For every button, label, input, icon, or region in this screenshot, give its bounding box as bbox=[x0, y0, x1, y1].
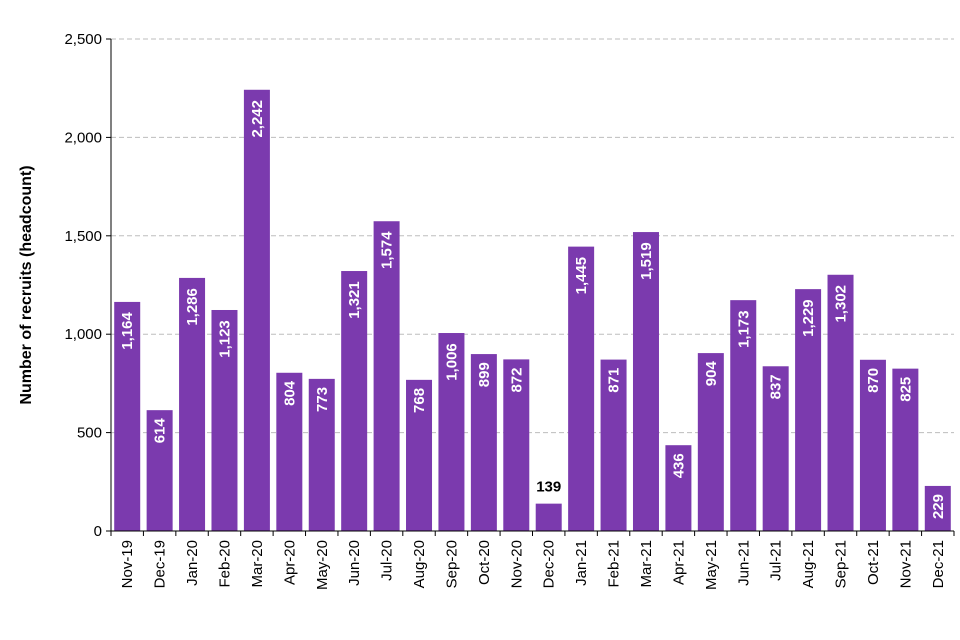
data-label: 872 bbox=[508, 367, 525, 392]
data-label: 1,321 bbox=[346, 281, 363, 319]
x-tick-label: Jan-21 bbox=[573, 540, 590, 586]
data-label: 436 bbox=[670, 453, 687, 478]
bar bbox=[859, 359, 886, 531]
bar bbox=[243, 89, 270, 531]
x-tick-label: Jun-20 bbox=[346, 540, 363, 586]
y-tick-label: 500 bbox=[77, 425, 102, 442]
data-label: 904 bbox=[703, 361, 720, 387]
x-tick-label: Aug-20 bbox=[411, 540, 428, 588]
bar bbox=[406, 379, 433, 531]
x-tick-label: Sep-21 bbox=[833, 540, 850, 588]
bar bbox=[341, 271, 368, 531]
bar bbox=[211, 309, 238, 531]
data-label: 1,006 bbox=[443, 343, 460, 381]
data-label: 1,302 bbox=[833, 285, 850, 323]
x-tick-label: Nov-21 bbox=[897, 540, 914, 588]
bar bbox=[568, 246, 595, 531]
bar bbox=[600, 359, 627, 531]
x-tick-label: Jun-21 bbox=[735, 540, 752, 586]
x-tick-label: Sep-20 bbox=[443, 540, 460, 588]
data-label: 1,173 bbox=[735, 310, 752, 348]
x-tick-label: Dec-20 bbox=[541, 540, 558, 588]
data-label: 1,519 bbox=[638, 242, 655, 280]
y-tick-label: 2,000 bbox=[64, 129, 102, 146]
data-label: 2,242 bbox=[249, 100, 266, 138]
x-tick-label: Dec-19 bbox=[152, 540, 169, 588]
bar bbox=[924, 485, 951, 531]
bar bbox=[535, 503, 562, 531]
data-label: 804 bbox=[281, 380, 298, 406]
data-label: 1,574 bbox=[379, 231, 396, 269]
bar bbox=[697, 353, 724, 531]
bar bbox=[503, 359, 530, 531]
x-axis: Nov-19 Dec-19 Jan-20 Feb-20 Mar-20 Apr-20 May-… bbox=[110, 530, 955, 590]
x-tick-label: May-21 bbox=[703, 540, 720, 590]
bar bbox=[795, 289, 822, 531]
x-tick-label: Aug-21 bbox=[800, 540, 817, 588]
data-label: 837 bbox=[768, 374, 785, 399]
data-label: 825 bbox=[897, 377, 914, 402]
data-label: 614 bbox=[152, 418, 169, 444]
x-tick-label: May-20 bbox=[314, 540, 331, 590]
y-tick-label: 1,000 bbox=[64, 326, 102, 343]
bar bbox=[632, 232, 659, 532]
bar bbox=[308, 378, 335, 531]
bar bbox=[179, 277, 206, 531]
bar bbox=[146, 410, 173, 531]
bar bbox=[114, 301, 141, 531]
y-axis-title: Number of recruits (headcount) bbox=[18, 165, 35, 404]
y-axis: 0 500 1,000 1,500 2,000 2,500 bbox=[64, 31, 112, 540]
x-tick-label: Apr-21 bbox=[670, 540, 687, 585]
data-label: 773 bbox=[314, 387, 331, 412]
bar bbox=[892, 368, 919, 531]
x-tick-label: Dec-21 bbox=[930, 540, 947, 588]
data-label: 1,164 bbox=[119, 312, 136, 350]
bar bbox=[827, 274, 854, 531]
bar bbox=[438, 333, 465, 531]
x-tick-label: Nov-20 bbox=[508, 540, 525, 588]
bar bbox=[373, 221, 400, 531]
data-label: 871 bbox=[606, 368, 623, 393]
x-tick-label: Jan-20 bbox=[184, 540, 201, 586]
x-tick-label: Nov-19 bbox=[119, 540, 136, 588]
data-label: 229 bbox=[930, 494, 947, 519]
x-tick-label: Oct-20 bbox=[476, 540, 493, 585]
data-label: 870 bbox=[865, 368, 882, 393]
bars: 1,164 614 1,286 1,123 2,242 804 773 1,321 1,574 7… bbox=[114, 89, 951, 532]
y-tick-label: 0 bbox=[94, 523, 102, 540]
data-label: 1,286 bbox=[184, 288, 201, 326]
bar bbox=[665, 445, 692, 531]
data-label: 1,123 bbox=[216, 320, 233, 358]
x-tick-label: Feb-20 bbox=[216, 540, 233, 588]
x-tick-label: Jul-21 bbox=[768, 540, 785, 581]
bar bbox=[276, 372, 303, 531]
x-tick-label: Mar-21 bbox=[638, 540, 655, 588]
data-label: 1,445 bbox=[573, 257, 590, 295]
bar bbox=[730, 300, 757, 531]
data-label: 1,229 bbox=[800, 299, 817, 337]
y-tick-label: 2,500 bbox=[64, 31, 102, 48]
bar bbox=[470, 354, 497, 531]
data-label: 899 bbox=[476, 362, 493, 387]
bar bbox=[762, 366, 789, 531]
x-tick-label: Mar-20 bbox=[249, 540, 266, 588]
data-label: 139 bbox=[536, 479, 561, 496]
x-tick-label: Jul-20 bbox=[379, 540, 396, 581]
y-tick-label: 1,500 bbox=[64, 228, 102, 245]
x-tick-label: Feb-21 bbox=[606, 540, 623, 588]
data-label: 768 bbox=[411, 388, 428, 413]
x-tick-label: Apr-20 bbox=[281, 540, 298, 585]
x-tick-label: Oct-21 bbox=[865, 540, 882, 585]
